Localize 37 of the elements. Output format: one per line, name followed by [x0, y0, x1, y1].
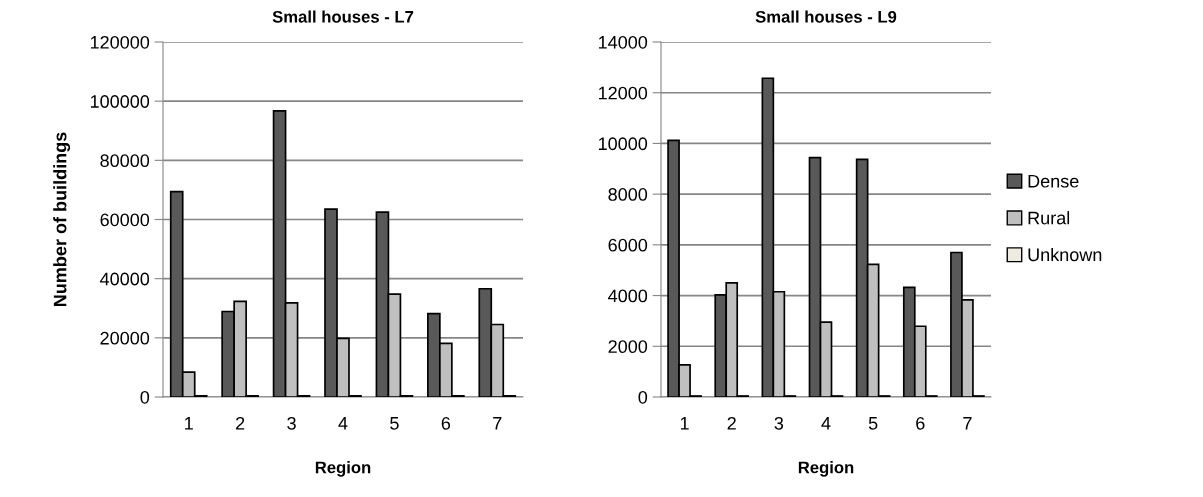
y-tick-label: 120000: [90, 35, 150, 49]
y-tick-label: 0: [638, 390, 648, 404]
chart-title: Small houses - L7: [272, 10, 414, 23]
y-tick-label: 0: [140, 390, 150, 404]
x-tick-label: 4: [821, 417, 831, 430]
x-tick-label: 1: [680, 417, 689, 430]
y-axis-title: Number of buildings: [53, 132, 71, 307]
x-axis-title: Region: [798, 461, 854, 477]
x-tick-label: 4: [338, 417, 348, 430]
chart-title: Small houses - L9: [755, 10, 897, 23]
x-tick-label: 6: [916, 416, 925, 430]
x-axis-title: Region: [315, 461, 371, 477]
x-tick-label: 3: [774, 416, 784, 430]
x-tick-label: 7: [493, 417, 502, 430]
x-tick-label: 5: [390, 417, 399, 430]
y-tick-label: 80000: [100, 154, 150, 168]
y-tick-label: 4000: [608, 289, 648, 303]
y-tick-label: 2000: [608, 340, 648, 354]
y-tick-label: 6000: [608, 238, 648, 252]
y-tick-label: 10000: [598, 137, 648, 151]
legend-label: Unknown: [1028, 247, 1102, 262]
x-tick-label: 7: [963, 417, 972, 430]
y-tick-label: 12000: [598, 86, 648, 100]
x-tick-label: 5: [868, 417, 878, 430]
y-tick-label: 14000: [598, 35, 648, 49]
y-tick-label: 100000: [90, 95, 150, 108]
y-tick-label: 40000: [100, 272, 150, 286]
x-tick-label: 3: [287, 416, 296, 430]
y-tick-label: 60000: [100, 213, 150, 227]
legend-label: Rural: [1028, 211, 1070, 225]
x-tick-label: 6: [441, 416, 451, 430]
y-tick-label: 8000: [608, 188, 648, 201]
x-tick-label: 2: [727, 416, 736, 430]
x-tick-label: 1: [185, 417, 193, 430]
legend-label: Dense: [1028, 175, 1079, 188]
x-tick-label: 2: [236, 416, 245, 430]
y-tick-label: 20000: [100, 331, 150, 345]
